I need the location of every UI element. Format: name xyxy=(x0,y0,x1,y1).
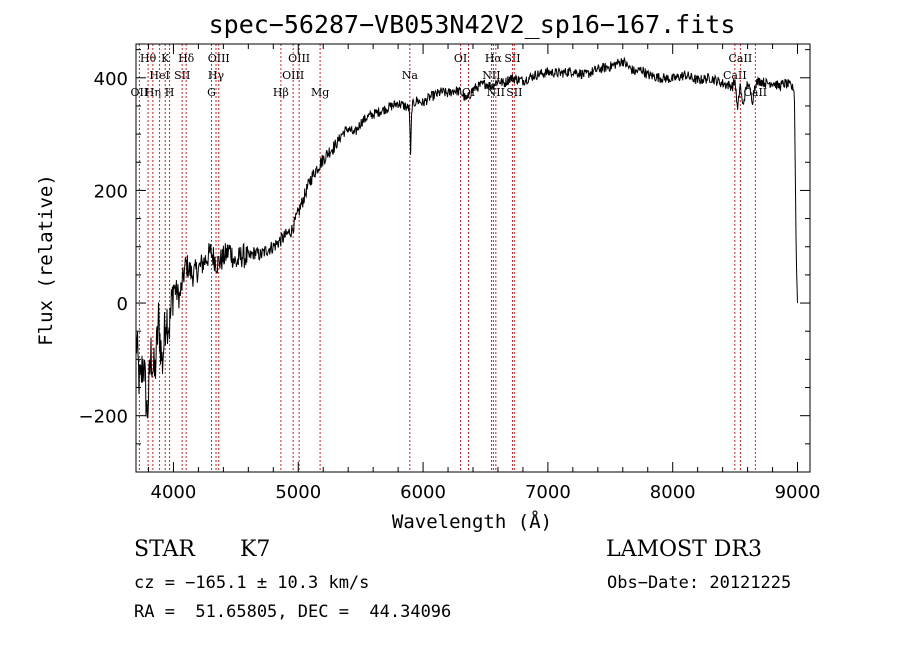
x-tick-label: 5000 xyxy=(275,482,321,503)
emission-line-label: H xyxy=(165,86,175,99)
emission-line-label: Hγ xyxy=(208,69,225,82)
emission-line-label: Hβ xyxy=(273,86,289,99)
emission-line-label: CaII xyxy=(729,52,753,65)
chart-title: spec−56287−VB053N42V2_sp16−167.fits xyxy=(209,10,736,39)
x-tick-label: 4000 xyxy=(151,482,197,503)
spectrum-line xyxy=(135,56,798,419)
emission-line-label: Mg xyxy=(311,86,329,99)
plot-frame xyxy=(135,43,811,473)
coordinates: RA = 51.65805, DEC = 44.34096 xyxy=(134,602,452,622)
emission-line-label: SII xyxy=(506,86,522,99)
emission-line-label: Hδ xyxy=(178,52,195,65)
plot-area xyxy=(135,56,798,419)
x-tick-label: 8000 xyxy=(650,482,696,503)
emission-line-label: Hη xyxy=(145,86,161,99)
object-subclass: K7 xyxy=(240,537,271,562)
emission-line-label: G xyxy=(207,86,216,99)
y-axis-label: Flux (relative) xyxy=(35,174,57,346)
axes: 4000 5000 6000 7000 8000 9000 −200 0 200 400 xyxy=(79,43,821,503)
emission-line-label: Na xyxy=(402,69,419,82)
x-axis-label: Wavelength (Å) xyxy=(392,510,552,533)
survey-label: LAMOST DR3 xyxy=(606,537,762,562)
emission-line-label: Hα xyxy=(485,52,503,65)
x-tick-label: 9000 xyxy=(775,482,821,503)
emission-line-label: NII xyxy=(487,86,505,99)
emission-line-label: CaII xyxy=(743,86,767,99)
observation-date: Obs−Date: 20121225 xyxy=(607,573,792,593)
y-tick-label: −200 xyxy=(79,407,128,428)
emission-line-label: SII xyxy=(174,69,190,82)
emission-line-label: Hθ xyxy=(140,52,157,65)
x-tick-label: 7000 xyxy=(525,482,571,503)
emission-line-label: OIII xyxy=(208,52,230,65)
y-tick-label: 400 xyxy=(94,69,128,90)
x-tick-label: 6000 xyxy=(400,482,446,503)
object-class: STAR xyxy=(134,537,195,562)
y-tick-label: 0 xyxy=(117,294,128,315)
emission-line-label: OI xyxy=(454,52,467,65)
emission-line-label: K xyxy=(161,52,170,65)
emission-line-label: OIII xyxy=(282,69,304,82)
emission-line-label: OII xyxy=(131,86,149,99)
emission-line-label: HeI xyxy=(149,69,169,82)
emission-line-label: SII xyxy=(504,52,520,65)
emission-line-markers: OII Hθ Hη HeI K H SII Hδ G Hγ OIII Hβ OIII OIII Mg Na OI… xyxy=(131,44,767,472)
redshift-velocity: cz = −165.1 ± 10.3 km/s xyxy=(134,573,370,593)
emission-line-label: OIII xyxy=(288,52,310,65)
y-tick-label: 200 xyxy=(94,181,128,202)
